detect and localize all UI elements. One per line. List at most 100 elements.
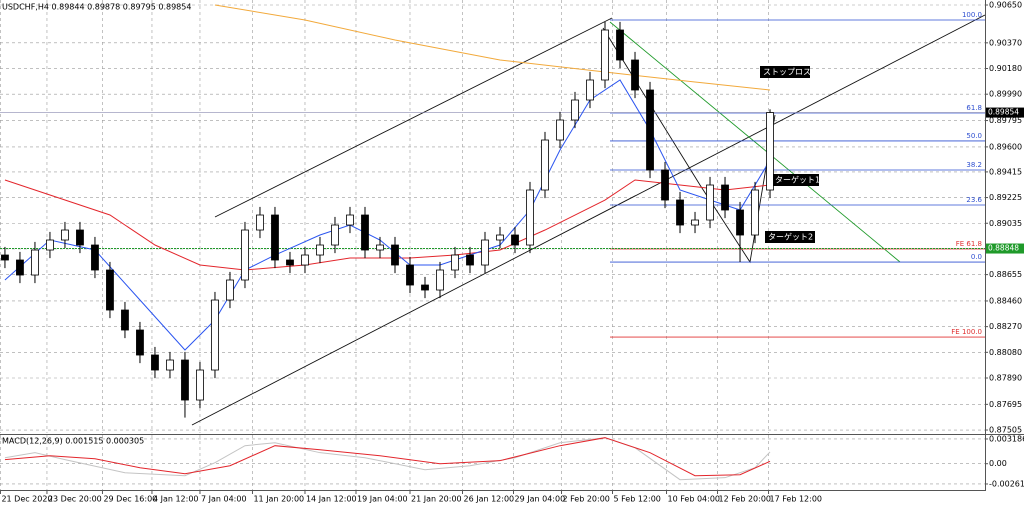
- y-tick-label: 0.88655: [989, 270, 1022, 279]
- candle-body: [646, 89, 654, 171]
- candle-body: [766, 112, 774, 191]
- price-label-box: [986, 107, 1024, 118]
- candle-body: [271, 214, 279, 261]
- y-tick-label: 0.88270: [989, 322, 1022, 331]
- indicator-line: [4, 437, 771, 477]
- annotation-box: [773, 174, 819, 186]
- fib-label: 23.6: [966, 196, 982, 204]
- annotation-box: [760, 66, 810, 78]
- candle-body: [511, 234, 519, 246]
- x-tick-label: 21 Dec 2020: [1, 495, 52, 504]
- indicator-line: [4, 437, 771, 481]
- candle-body: [256, 214, 264, 231]
- y-tick-label: 0.87890: [989, 373, 1022, 382]
- candle-body: [91, 244, 99, 271]
- candle-body: [226, 279, 234, 301]
- grid: [0, 0, 985, 490]
- candle-body: [31, 249, 39, 276]
- fib-label: FE 100.0: [951, 328, 982, 336]
- x-tick-label: 29 Jan 04:00: [515, 495, 566, 504]
- x-tick-label: 12 Feb 20:00: [719, 495, 771, 504]
- y-tick-label: 0.90650: [989, 1, 1022, 10]
- fib-label: 38.2: [966, 161, 982, 169]
- y-tick-label: 0.88460: [989, 296, 1022, 305]
- x-tick-label: 4 Jan 12:00: [153, 495, 199, 504]
- annotation-text: ストップロス: [763, 68, 811, 77]
- candle-body: [496, 234, 504, 241]
- x-tick-label: 10 Feb 04:00: [668, 495, 720, 504]
- candle-body: [466, 254, 474, 266]
- x-tick-label: 14 Jan 12:00: [306, 495, 357, 504]
- chart-title: USDCHF,H4 0.89844 0.89878 0.89795 0.8985…: [2, 3, 191, 12]
- candle-body: [331, 224, 339, 246]
- candle-body: [571, 99, 579, 121]
- y-tick-label: 0.00: [989, 459, 1007, 468]
- y-tick-label: 0.89795: [989, 116, 1022, 125]
- candle-body: [46, 239, 54, 251]
- channel-upper: [214, 17, 613, 218]
- candle-body: [106, 269, 114, 311]
- candle-body: [346, 214, 354, 226]
- candle-body: [481, 239, 489, 266]
- y-tick-label: 0.87695: [989, 400, 1022, 409]
- candle-body: [391, 244, 399, 266]
- y-tick-label: 0.88080: [989, 348, 1022, 357]
- x-tick-label: 5 Feb 12:00: [614, 495, 661, 504]
- candle-body: [586, 79, 594, 101]
- candle-body: [76, 229, 84, 246]
- candle-body: [721, 184, 729, 211]
- y-tick-label: 0.89225: [989, 193, 1022, 202]
- candle-body: [376, 244, 384, 251]
- candle-body: [526, 189, 534, 246]
- candle-body: [121, 309, 129, 331]
- annotation-text: ターゲット2: [768, 232, 813, 242]
- candle-body: [406, 264, 414, 286]
- x-tick-label: 19 Jan 04:00: [357, 495, 408, 504]
- y-tick-label: 0.90180: [989, 64, 1022, 73]
- candle-body: [166, 359, 174, 371]
- candle-body: [676, 199, 684, 226]
- candle-body: [436, 269, 444, 291]
- macd-label: MACD(12,26,9) 0.001515 0.000305: [2, 437, 144, 446]
- fib-label: 100.0: [962, 11, 982, 19]
- y-tick-label: 0.87505: [989, 426, 1022, 435]
- indicator-line: [4, 79, 771, 351]
- candle-body: [1, 254, 9, 261]
- candle-body: [691, 219, 699, 226]
- y-tick-label: 0.89415: [989, 167, 1022, 176]
- indicator-line: [4, 179, 771, 271]
- candle-body: [556, 119, 564, 141]
- candle-body: [151, 354, 159, 371]
- fib-label: 61.8: [966, 104, 982, 112]
- y-tick-label: 0.90370: [989, 38, 1022, 47]
- y-tick-label: 0.89035: [989, 219, 1022, 228]
- fib-label: FE 61.8: [956, 240, 982, 248]
- x-tick-label: 2 Feb 20:00: [563, 495, 610, 504]
- annotation-text: ターゲット1: [775, 175, 820, 185]
- candle-body: [361, 214, 369, 251]
- candle-body: [751, 189, 759, 236]
- trend-line: [609, 21, 901, 263]
- x-tick-label: 11 Jan 20:00: [253, 495, 304, 504]
- candle-body: [706, 184, 714, 221]
- price-label-box: [986, 243, 1024, 254]
- candle-body: [181, 359, 189, 401]
- x-tick-label: 7 Jan 04:00: [201, 495, 247, 504]
- candle-body: [601, 29, 609, 81]
- candle-body: [241, 229, 249, 281]
- y-tick-label: 0.89990: [989, 90, 1022, 99]
- candle-body: [196, 369, 204, 401]
- candle-body: [451, 254, 459, 271]
- candle-body: [301, 254, 309, 266]
- candle-body: [211, 299, 219, 371]
- x-tick-label: 29 Dec 16:00: [103, 495, 157, 504]
- indicator-line: [214, 4, 771, 91]
- price-label: 0.89854: [988, 108, 1019, 117]
- y-tick-label: 0.89600: [989, 142, 1022, 151]
- y-tick-label: 0.003186: [989, 434, 1024, 443]
- price-label: 0.88848: [988, 244, 1019, 253]
- candle-body: [61, 229, 69, 241]
- x-tick-label: 23 Dec 20:00: [48, 495, 102, 504]
- candle-body: [16, 259, 24, 276]
